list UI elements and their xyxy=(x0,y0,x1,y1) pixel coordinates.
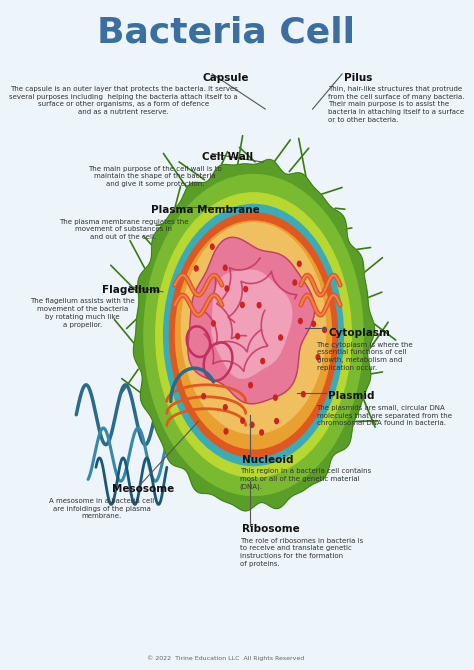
Ellipse shape xyxy=(143,174,364,496)
Text: This region in a bacteria cell contains
most or all of the genetic material
(DNA: This region in a bacteria cell contains … xyxy=(240,468,371,490)
Text: The plasmids are small, circular DNA
molecules that are separated from the
chrom: The plasmids are small, circular DNA mol… xyxy=(317,405,452,426)
Ellipse shape xyxy=(211,320,216,327)
Ellipse shape xyxy=(223,265,228,271)
Ellipse shape xyxy=(223,428,228,435)
Text: Mesosome: Mesosome xyxy=(112,484,174,494)
Ellipse shape xyxy=(301,391,306,397)
Text: The role of ribosomes in bacteria is
to receive and translate genetic
instructio: The role of ribosomes in bacteria is to … xyxy=(240,537,363,567)
Text: Plasmid: Plasmid xyxy=(328,391,375,401)
Text: Capsule: Capsule xyxy=(202,72,249,82)
Polygon shape xyxy=(212,270,292,378)
Ellipse shape xyxy=(243,285,248,292)
Ellipse shape xyxy=(322,326,327,333)
Text: A mesosome in a bacteria cell
are infoldings of the plasma
membrane.: A mesosome in a bacteria cell are infold… xyxy=(49,498,155,519)
Ellipse shape xyxy=(181,222,327,435)
Ellipse shape xyxy=(256,302,262,308)
Ellipse shape xyxy=(223,404,228,411)
Ellipse shape xyxy=(155,192,352,478)
Text: Plasma Membrane: Plasma Membrane xyxy=(151,206,260,216)
Text: Flagellum: Flagellum xyxy=(102,285,160,295)
Ellipse shape xyxy=(273,395,278,401)
Text: Bacteria Cell: Bacteria Cell xyxy=(97,15,355,50)
Ellipse shape xyxy=(249,421,255,428)
Ellipse shape xyxy=(248,382,253,389)
Text: The plasma membrane regulates the
movement of substances in
and out of the cell.: The plasma membrane regulates the moveme… xyxy=(59,218,188,241)
Ellipse shape xyxy=(298,318,303,324)
Ellipse shape xyxy=(240,417,245,424)
Text: Nucleoid: Nucleoid xyxy=(242,455,293,464)
Ellipse shape xyxy=(274,418,279,424)
Polygon shape xyxy=(134,159,374,511)
Polygon shape xyxy=(188,237,315,404)
Ellipse shape xyxy=(210,243,215,250)
Ellipse shape xyxy=(315,354,320,360)
Text: © 2022  Tirine Education LLC  All Rights Reserved: © 2022 Tirine Education LLC All Rights R… xyxy=(147,656,305,661)
Ellipse shape xyxy=(235,333,240,340)
Ellipse shape xyxy=(163,204,344,466)
Ellipse shape xyxy=(194,265,199,272)
Text: Ribosome: Ribosome xyxy=(242,525,300,535)
Ellipse shape xyxy=(292,279,297,286)
Text: The main purpose of the cell wall is to
maintain the shape of the bacteria
and g: The main purpose of the cell wall is to … xyxy=(88,165,222,187)
Ellipse shape xyxy=(224,285,229,292)
Text: Pilus: Pilus xyxy=(344,72,373,82)
Ellipse shape xyxy=(259,429,264,436)
Text: Cell Wall: Cell Wall xyxy=(202,152,254,162)
Ellipse shape xyxy=(240,302,245,308)
Ellipse shape xyxy=(201,393,206,399)
Ellipse shape xyxy=(169,212,338,458)
Text: The flagellum assists with the
movement of the bacteria
by rotating much like
a : The flagellum assists with the movement … xyxy=(30,298,135,328)
Ellipse shape xyxy=(278,334,283,341)
Ellipse shape xyxy=(175,220,332,450)
Text: The capsule is an outer layer that protects the bacteria. It serves
several purp: The capsule is an outer layer that prote… xyxy=(9,86,238,115)
Ellipse shape xyxy=(311,320,316,327)
Text: Cytoplasm: Cytoplasm xyxy=(328,328,390,338)
Text: The cytoplasm is where the
essential functions of cell
growth, metabolism and
re: The cytoplasm is where the essential fun… xyxy=(317,342,413,371)
Ellipse shape xyxy=(297,261,302,267)
Text: Thin, hair-like structures that protrude
from the cell surface of many bacteria.: Thin, hair-like structures that protrude… xyxy=(328,86,465,123)
Ellipse shape xyxy=(260,358,265,364)
